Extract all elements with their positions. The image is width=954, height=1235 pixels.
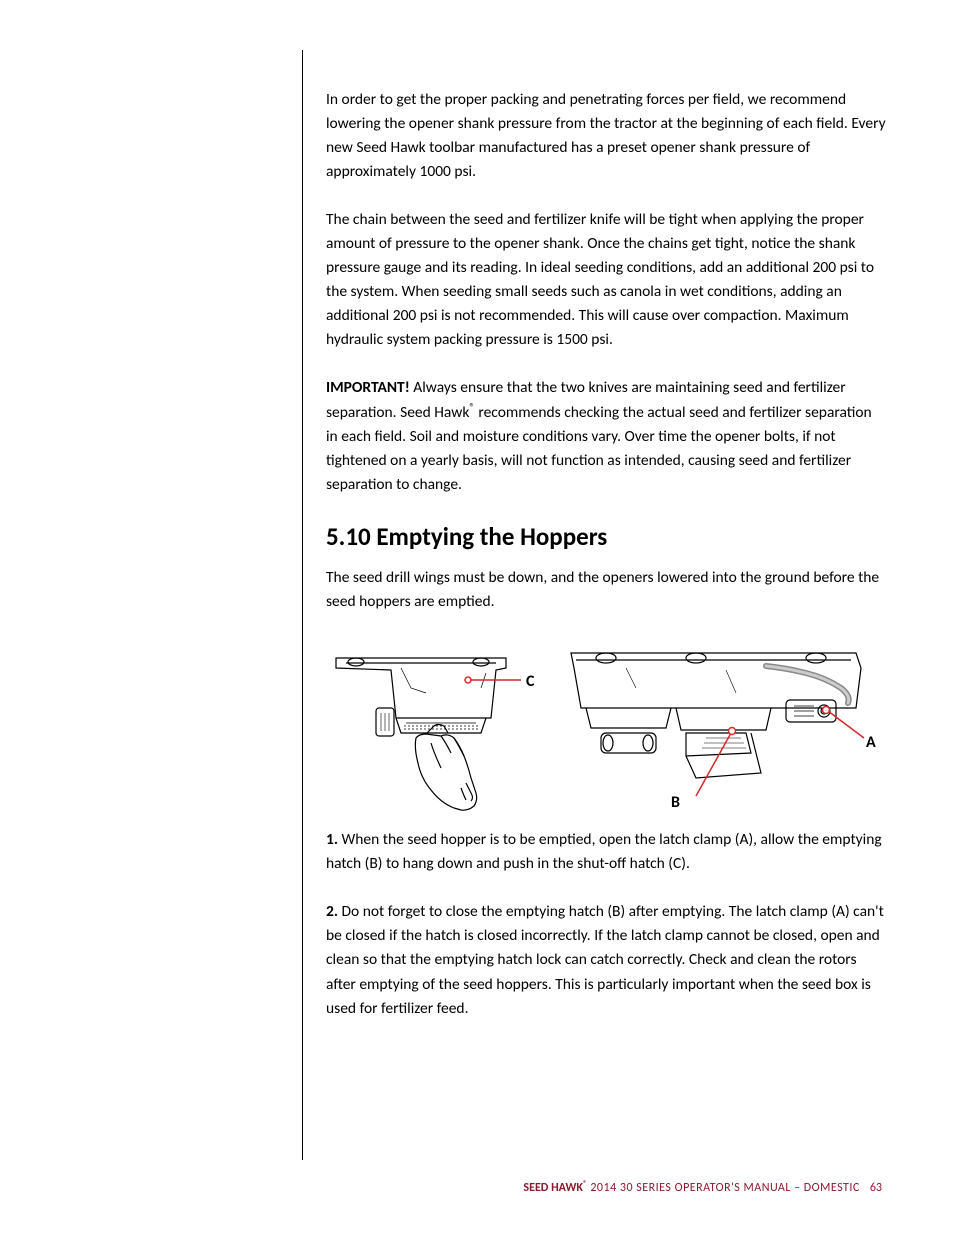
diagram-left: C (326, 638, 546, 818)
section-heading-emptying-hoppers: 5.10 Emptying the Hoppers (326, 521, 886, 552)
paragraph-chain-pressure: The chain between the seed and fertilize… (326, 208, 886, 352)
step-1-text: When the seed hopper is to be emptied, o… (326, 830, 882, 873)
section-intro-text: The seed drill wings must be down, and t… (326, 566, 886, 614)
main-content: In order to get the proper packing and p… (326, 88, 886, 1045)
footer-page-number: 63 (870, 1181, 882, 1195)
diagram-label-a: A (866, 733, 876, 752)
step-2-text: Do not forget to close the emptying hatc… (326, 902, 884, 1017)
step-2-number: 2. (326, 902, 338, 921)
vertical-divider (302, 50, 303, 1160)
paragraph-important: IMPORTANT! Always ensure that the two kn… (326, 376, 886, 497)
step-2: 2. Do not forget to close the emptying h… (326, 900, 886, 1020)
page-footer: SEED HAWK® 2014 30 SERIES OPERATOR'S MAN… (523, 1179, 882, 1195)
diagram-label-b: B (671, 793, 680, 812)
diagram-ab-illustration (566, 638, 876, 818)
diagram-row: C (326, 638, 886, 818)
diagram-right: A B (566, 638, 876, 818)
important-label: IMPORTANT! (326, 378, 410, 397)
diagram-label-c: C (526, 672, 534, 691)
step-1: 1. When the seed hopper is to be emptied… (326, 828, 886, 876)
footer-manual-title: 2014 30 SERIES OPERATOR'S MANUAL – DOMES… (587, 1181, 860, 1195)
footer-brand: SEED HAWK (523, 1181, 582, 1195)
diagram-c-illustration (326, 638, 546, 818)
step-1-number: 1. (326, 830, 338, 849)
paragraph-packing-forces: In order to get the proper packing and p… (326, 88, 886, 184)
